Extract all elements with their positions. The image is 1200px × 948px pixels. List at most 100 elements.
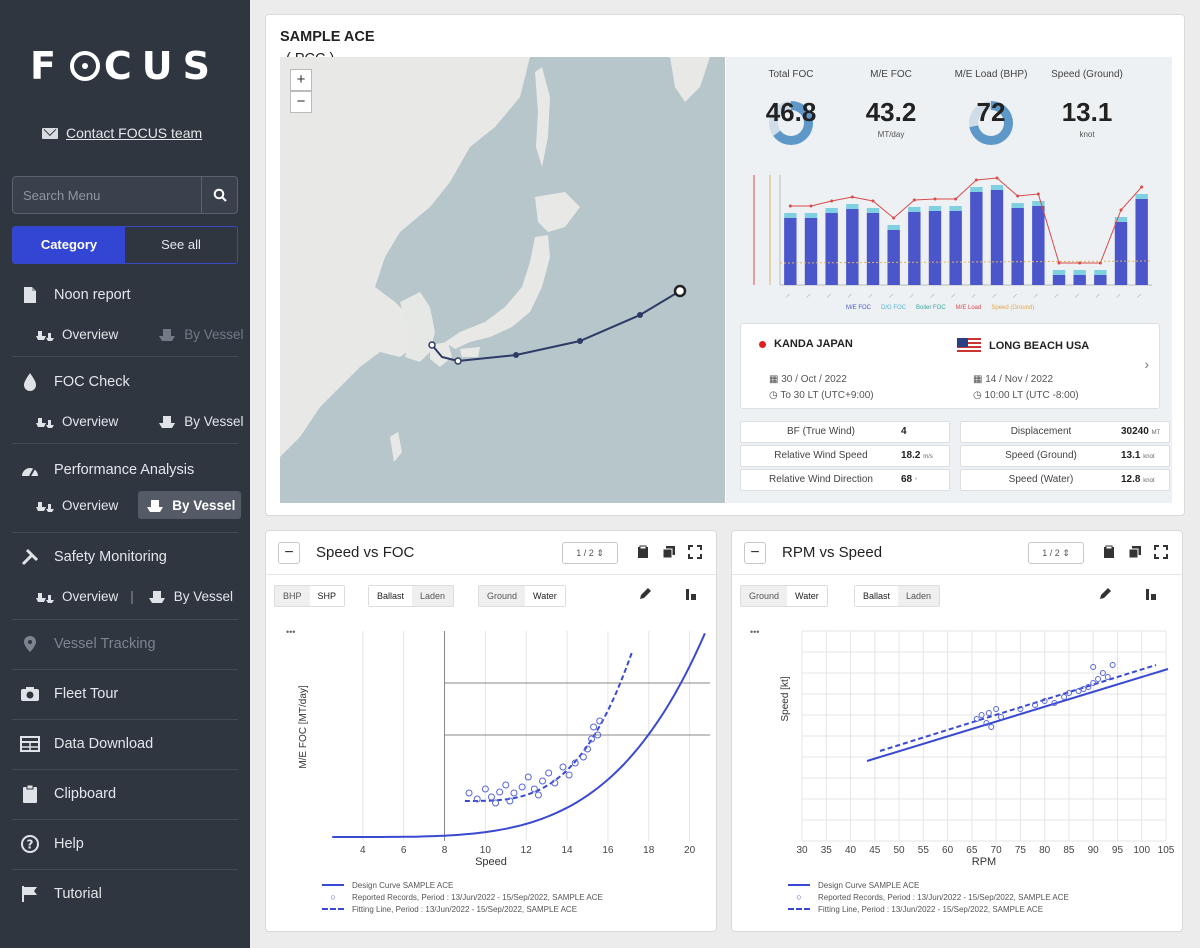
toggle-laden[interactable]: Laden: [420, 591, 446, 601]
japan-flag-icon: [759, 340, 766, 348]
nav-tutorial[interactable]: Tutorial: [20, 884, 102, 904]
data-point: [583, 745, 591, 753]
mini-bar-cap: [949, 206, 962, 211]
power-toggle[interactable]: BHP SHP: [274, 585, 346, 607]
fullscreen-icon[interactable]: [1154, 545, 1168, 559]
ship-icon: [159, 329, 176, 341]
toggle-water[interactable]: Water: [787, 586, 827, 606]
mini-bar-cap: [784, 213, 797, 218]
pencil-icon[interactable]: [638, 587, 652, 601]
nav-foc-check[interactable]: FOC Check: [20, 372, 130, 392]
noon-overview[interactable]: Overview: [28, 320, 124, 348]
me-load-point: [1078, 261, 1082, 265]
copy-icon[interactable]: [662, 545, 676, 559]
foc-by-vessel[interactable]: By Vessel: [150, 407, 249, 435]
arrival-date: ▦ 14 / Nov / 2022: [973, 374, 1054, 385]
speed-basis-toggle[interactable]: Ground Water: [478, 585, 566, 607]
rpm-speed-plot[interactable]: ••• 30 35 40 45 50 55 60 65 70 75 80 85 90 95 100 105 R…: [732, 617, 1184, 867]
more-icon: •••: [286, 627, 295, 637]
data-point: [1104, 674, 1111, 680]
me-load-point: [1140, 185, 1144, 189]
legend-speed: Speed (Ground): [991, 305, 1035, 311]
chevron-right-icon[interactable]: ›: [1144, 356, 1149, 372]
departure-date: ▦ 30 / Oct / 2022: [769, 374, 847, 385]
data-point: [993, 706, 1000, 712]
speed-foc-plot[interactable]: ••• 4 6 8 10 12 14 16 18 20 Speed M/E FOC [MT/da…: [266, 617, 718, 867]
noon-by-vessel[interactable]: By Vessel: [150, 320, 249, 348]
me-load-point: [1036, 192, 1040, 196]
fullscreen-icon[interactable]: [688, 545, 702, 559]
nav-noon-report[interactable]: Noon report: [20, 285, 131, 305]
speed-basis-toggle[interactable]: Ground Water: [740, 585, 828, 607]
nav-help[interactable]: ? Help: [20, 834, 84, 854]
pencil-icon[interactable]: [1098, 587, 1112, 601]
panel-title: Speed vs FOC: [316, 544, 415, 561]
toggle-laden[interactable]: Laden: [906, 591, 932, 601]
mini-bar-cap: [804, 213, 818, 218]
toggle-ground[interactable]: Ground: [487, 591, 518, 601]
category-toggle[interactable]: Category See all: [12, 226, 238, 264]
data-point: [1017, 706, 1024, 712]
me-load-point: [974, 178, 978, 182]
search-input[interactable]: Search Menu: [23, 188, 101, 203]
ship-icon: [159, 416, 176, 428]
data-point: [978, 712, 985, 718]
chart-settings-icon[interactable]: [684, 587, 698, 601]
toggle-water[interactable]: Water: [525, 586, 565, 606]
speed-foc-legend: Design Curve SAMPLE ACE ○ Reported Record…: [322, 879, 603, 915]
performance-by-vessel[interactable]: By Vessel: [138, 491, 242, 519]
x-tick: 85: [1063, 845, 1075, 856]
departure-port: KANDA JAPAN: [759, 338, 853, 350]
safety-overview[interactable]: Overview: [28, 582, 124, 610]
search-menu[interactable]: Search Menu: [12, 176, 238, 214]
toggle-ballast[interactable]: Ballast: [855, 586, 899, 606]
collapse-button[interactable]: −: [278, 542, 300, 564]
condition-toggle[interactable]: Ballast Laden: [854, 585, 941, 607]
mini-bar: [846, 209, 859, 285]
contact-link[interactable]: Contact FOCUS team: [42, 125, 202, 141]
info-row-speed-water: Speed (Water) 12.8 knot: [960, 469, 1170, 491]
sidebar: F CUS Contact FOCUS team Search Menu Cate…: [0, 0, 250, 948]
nav-performance-analysis[interactable]: Performance Analysis: [20, 460, 194, 480]
foc-overview[interactable]: Overview: [28, 407, 124, 435]
page-selector[interactable]: 1 / 2 ⇕: [562, 542, 618, 564]
nav-data-download[interactable]: Data Download: [20, 734, 153, 754]
mini-bar: [887, 230, 900, 285]
nav-vessel-tracking[interactable]: Vessel Tracking: [20, 634, 156, 654]
toggle-ballast[interactable]: Ballast: [369, 586, 413, 606]
safety-by-vessel[interactable]: By Vessel: [140, 582, 239, 610]
search-button[interactable]: [201, 177, 237, 213]
chart-settings-icon[interactable]: [1144, 587, 1158, 601]
condition-toggle[interactable]: Ballast Laden: [368, 585, 455, 607]
nav-clipboard[interactable]: Clipboard: [20, 784, 116, 804]
rpm-vs-speed-panel: − RPM vs Speed 1 / 2 ⇕ Ground Water Ball…: [731, 530, 1183, 932]
nav-safety-monitoring[interactable]: Safety Monitoring: [20, 547, 167, 567]
data-point: [565, 771, 573, 779]
me-load-point: [892, 216, 896, 220]
zoom-in-button[interactable]: +: [290, 69, 312, 91]
performance-overview[interactable]: Overview: [28, 491, 124, 519]
copy-icon[interactable]: [1128, 545, 1142, 559]
category-tab[interactable]: Category: [13, 227, 125, 263]
data-point: [492, 799, 500, 807]
data-point: [530, 785, 538, 793]
zoom-out-button[interactable]: −: [290, 91, 312, 113]
map-canvas[interactable]: [280, 57, 725, 503]
data-point: [539, 777, 547, 785]
mini-bar: [1052, 275, 1066, 285]
mini-bar: [1114, 222, 1128, 285]
toggle-bhp[interactable]: BHP: [283, 591, 302, 601]
svg-text:—: —: [949, 292, 957, 300]
page-selector[interactable]: 1 / 2 ⇕: [1028, 542, 1084, 564]
focus-logo[interactable]: F CUS: [29, 44, 221, 88]
svg-text:—: —: [929, 292, 937, 300]
x-tick: 50: [894, 845, 906, 856]
vessel-map[interactable]: + −: [280, 57, 725, 503]
toggle-ground[interactable]: Ground: [749, 591, 780, 601]
collapse-button[interactable]: −: [744, 542, 766, 564]
clipboard-icon[interactable]: [636, 545, 650, 559]
see-all-tab[interactable]: See all: [161, 237, 201, 252]
clipboard-icon[interactable]: [1102, 545, 1116, 559]
toggle-shp[interactable]: SHP: [309, 586, 345, 606]
nav-fleet-tour[interactable]: Fleet Tour: [20, 684, 118, 704]
